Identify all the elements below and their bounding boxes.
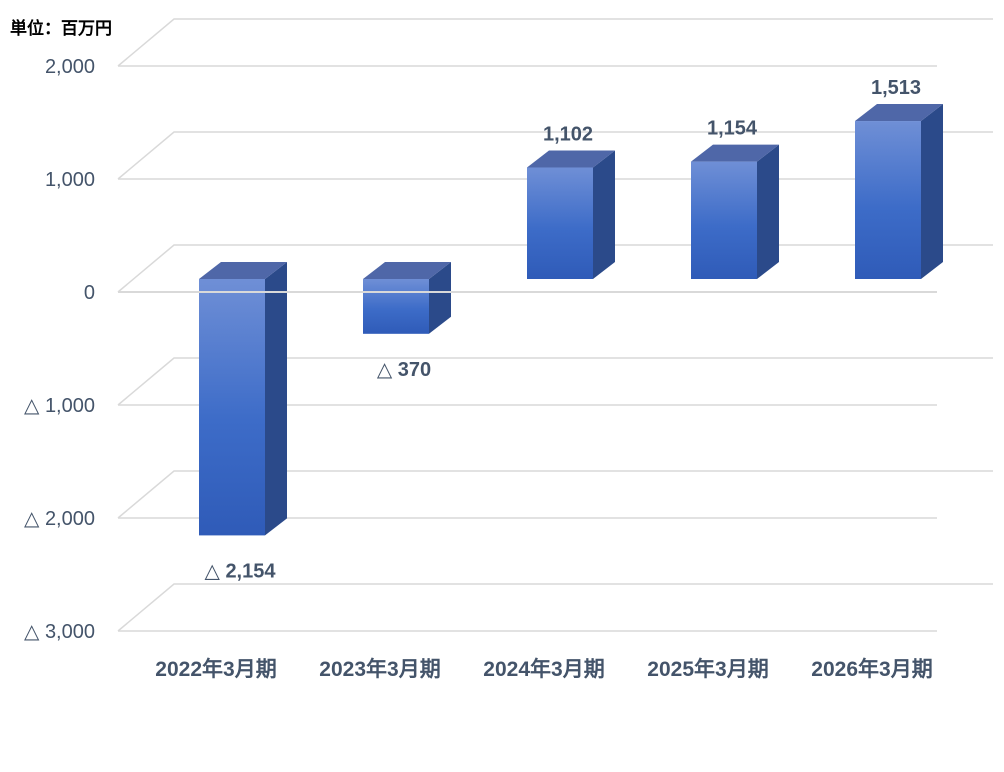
bar-top: [199, 262, 287, 279]
bar-top: [527, 150, 615, 168]
x-tick-label: 2024年3月期: [483, 657, 604, 681]
bar-front: [363, 279, 429, 334]
data-labels: △ 2,154 △ 370 1,102 1,154 1,513: [205, 77, 922, 582]
y-tick-label: △ 2,000: [24, 508, 95, 530]
x-tick-label: 2022年3月期: [155, 657, 276, 681]
bar: [199, 262, 287, 536]
data-label: 1,154: [707, 118, 758, 140]
bar-front: [855, 121, 921, 279]
gridline: [117, 357, 993, 406]
x-axis: 2022年3月期 2023年3月期 2024年3月期 2025年3月期 2026年3月期: [155, 657, 932, 681]
gridline: [117, 18, 993, 67]
bar-front: [691, 161, 757, 279]
data-label: 1,102: [543, 123, 593, 145]
y-tick-label: 2,000: [45, 56, 95, 78]
bar-top: [691, 144, 779, 162]
y-tick-label: 0: [84, 282, 95, 304]
gridline: [117, 583, 993, 632]
bar-top: [363, 262, 451, 279]
data-label: △ 370: [377, 359, 431, 381]
bar-front: [199, 279, 265, 536]
bar-side: [921, 104, 943, 279]
y-axis: 2,000 1,000 0 △ 1,000 △ 2,000 △ 3,000: [24, 56, 95, 643]
bar: [527, 150, 615, 279]
y-tick-label: 1,000: [45, 169, 95, 191]
bar: [855, 104, 943, 279]
y-tick-label: △ 1,000: [24, 395, 95, 417]
bars: [199, 104, 943, 536]
gridline: [117, 470, 993, 519]
bar-top: [855, 104, 943, 122]
data-label: △ 2,154: [205, 560, 277, 582]
x-tick-label: 2025年3月期: [647, 657, 768, 681]
bar: [691, 144, 779, 279]
bar-side: [429, 262, 451, 334]
bar: [363, 262, 451, 334]
x-tick-label: 2026年3月期: [811, 657, 932, 681]
x-tick-label: 2023年3月期: [319, 657, 440, 681]
y-tick-label: △ 3,000: [24, 621, 95, 643]
unit-label: 単位：百万円: [10, 19, 112, 38]
data-label: 1,513: [871, 77, 921, 99]
bar-front: [527, 167, 593, 279]
bar-side: [265, 262, 287, 536]
bar-side: [757, 144, 779, 279]
gridline: [117, 131, 993, 180]
bar-side: [593, 150, 615, 279]
